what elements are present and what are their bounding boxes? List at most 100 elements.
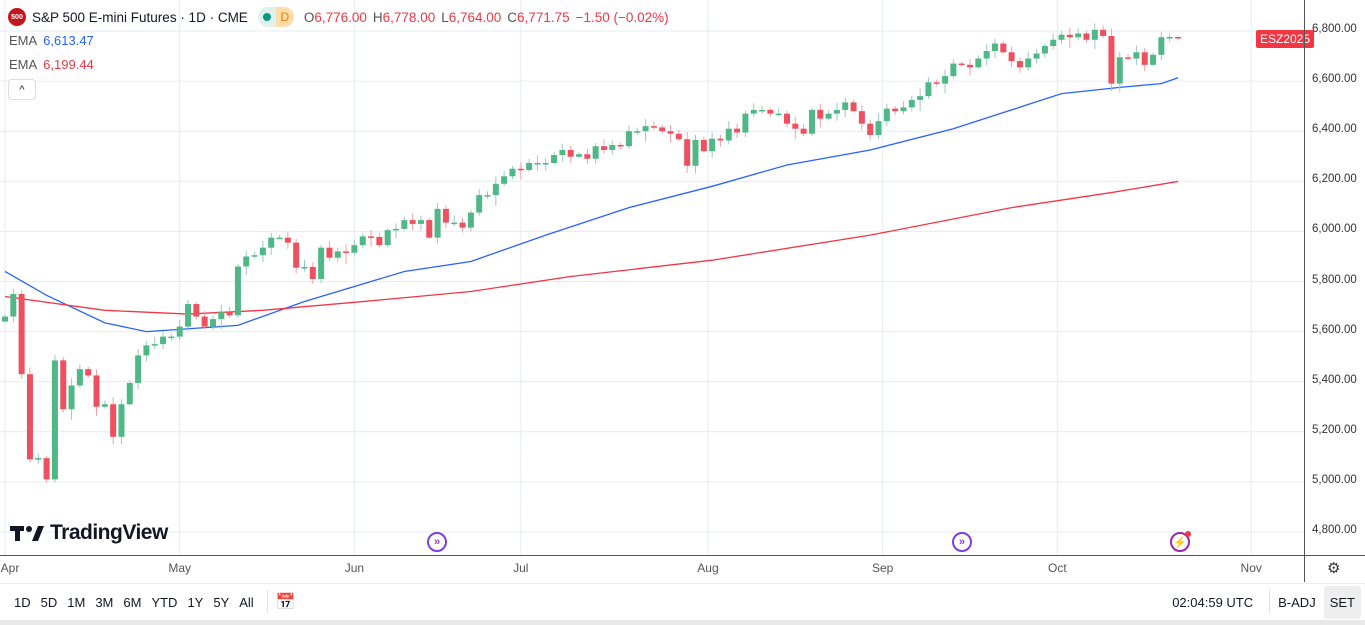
gear-icon[interactable]: ⚙ <box>1327 560 1341 577</box>
candle-down <box>584 154 591 159</box>
candle-up <box>975 58 982 68</box>
candle-down <box>201 316 208 327</box>
candle-up <box>1041 46 1048 54</box>
ema-slow-legend[interactable]: EMA 6,199.44 <box>9 57 94 72</box>
candle-down <box>193 304 200 317</box>
candle-down <box>85 369 92 376</box>
candle-down <box>1175 37 1181 39</box>
date-range-icon[interactable]: 📅 <box>275 594 296 611</box>
candle-down <box>110 404 117 437</box>
ema-slow-line <box>4 180 1179 315</box>
candle-up <box>950 63 957 77</box>
chart-legend: 500 S&P 500 E-mini Futures · 1D · CME D … <box>8 7 669 27</box>
low-label: L <box>441 9 449 25</box>
range-button-1y[interactable]: 1Y <box>187 594 204 610</box>
candle-up <box>576 154 583 157</box>
time-tick-label: Sep <box>871 561 894 575</box>
candle-down <box>409 220 416 224</box>
candle-up <box>983 51 990 59</box>
candle-up <box>908 99 915 108</box>
ema-fast-value: 6,613.47 <box>43 33 94 48</box>
candle-down <box>684 139 691 166</box>
range-buttons: 1D 5D 1M 3M 6M YTD 1Y 5Y All <box>9 595 259 610</box>
time-axis[interactable]: ⚙ Apr May Jun Jul Aug Sep Oct Nov <box>0 555 1365 582</box>
candle-up <box>126 382 133 405</box>
candle-up <box>742 113 749 133</box>
candle-up <box>176 326 183 337</box>
range-button-3m[interactable]: 3M <box>95 594 114 610</box>
candle-up <box>135 355 142 383</box>
range-button-5d[interactable]: 5D <box>40 594 58 610</box>
candle-up <box>151 344 158 346</box>
price-chart[interactable] <box>0 0 1365 555</box>
candle-up <box>759 109 766 112</box>
range-button-all[interactable]: All <box>239 594 254 610</box>
candle-down <box>784 113 790 124</box>
adjustment-toggle[interactable]: B-ADJ <box>1278 594 1316 610</box>
earnings-event-icon[interactable]: ⚡ <box>1170 531 1191 552</box>
candle-down <box>567 149 574 157</box>
candle-up <box>725 128 732 141</box>
ema-fast-legend[interactable]: EMA 6,613.47 <box>9 33 94 48</box>
dividend-event-icon[interactable]: » <box>952 532 972 552</box>
candle-down <box>967 64 974 68</box>
candle-down <box>343 251 350 253</box>
candle-down <box>850 102 857 112</box>
range-button-6m[interactable]: 6M <box>123 594 142 610</box>
collapse-legend-button[interactable]: ^ <box>8 79 36 100</box>
range-button-ytd[interactable]: YTD <box>151 594 178 610</box>
price-tick-label: 5,600.00 <box>1312 323 1357 336</box>
candle-up <box>942 76 949 84</box>
price-tick-label: 6,200.00 <box>1312 173 1357 186</box>
close-value: 6,771.75 <box>517 9 570 25</box>
candle-up <box>842 102 849 110</box>
candle-up <box>160 336 167 345</box>
symbol-logo: 500 <box>8 8 26 26</box>
price-tick-label: 5,200.00 <box>1312 423 1357 436</box>
candle-down <box>892 108 899 112</box>
candle-up <box>634 131 641 133</box>
low-value: 6,764.00 <box>448 9 502 25</box>
candle-up <box>1116 57 1123 84</box>
change-value: −1.50 (−0.02%) <box>575 9 669 25</box>
dividend-event-icon[interactable]: » <box>427 532 447 552</box>
candle-up <box>551 154 558 164</box>
session-toggle[interactable]: SET <box>1323 585 1361 619</box>
candle-up <box>185 304 192 327</box>
candle-down <box>517 168 524 171</box>
candle-up <box>276 237 283 240</box>
divider <box>1269 590 1271 614</box>
candle-up <box>900 107 907 112</box>
candle-up <box>384 230 391 246</box>
candle-up <box>526 163 533 171</box>
open-label: O <box>303 9 315 25</box>
price-tick-label: 5,000.00 <box>1312 473 1357 486</box>
candle-down <box>675 133 682 140</box>
clock[interactable]: 02:04:59 UTC <box>1172 594 1254 610</box>
candle-down <box>933 82 940 84</box>
candle-up <box>251 255 258 257</box>
candle-down <box>326 247 333 258</box>
candle-up <box>243 256 250 267</box>
price-axis-divider <box>1304 0 1305 582</box>
candle-down <box>600 146 607 150</box>
symbol-title[interactable]: S&P 500 E-mini Futures · 1D · CME <box>32 9 248 25</box>
candle-down <box>1066 34 1073 38</box>
candle-up <box>334 251 341 258</box>
open-value: 6,776.00 <box>314 9 367 25</box>
candle-down <box>858 111 865 124</box>
candle-up <box>268 237 275 248</box>
tradingview-logo[interactable]: TradingView <box>10 521 168 545</box>
candle-up <box>1158 37 1165 55</box>
range-button-5y[interactable]: 5Y <box>213 594 230 610</box>
candle-down <box>293 242 300 268</box>
price-tick-label: 6,000.00 <box>1312 223 1357 236</box>
candle-down <box>442 208 449 223</box>
candle-up <box>467 212 474 228</box>
price-tick-label: 6,400.00 <box>1312 123 1357 136</box>
range-button-1m[interactable]: 1M <box>67 594 86 610</box>
range-button-1d[interactable]: 1D <box>14 594 31 610</box>
candle-down <box>650 126 657 128</box>
market-status[interactable]: D <box>257 7 294 27</box>
candle-up <box>359 236 366 246</box>
